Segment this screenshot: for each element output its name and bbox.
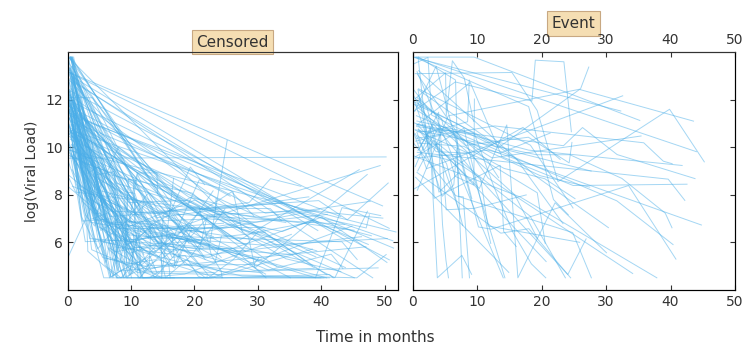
Y-axis label: log(Viral Load): log(Viral Load) xyxy=(26,120,40,222)
Title: Event: Event xyxy=(552,16,596,31)
Title: Censored: Censored xyxy=(196,35,268,50)
Text: Time in months: Time in months xyxy=(316,330,434,345)
